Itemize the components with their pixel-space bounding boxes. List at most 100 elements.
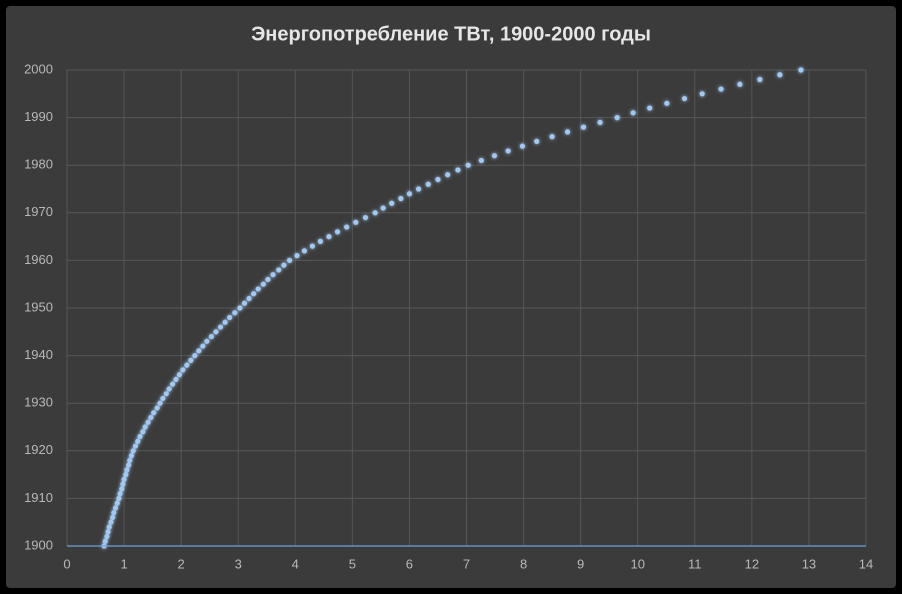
point: [326, 234, 332, 240]
point: [114, 500, 120, 506]
grid: [66, 69, 867, 547]
point: [281, 262, 287, 268]
point: [173, 376, 179, 382]
point: [200, 343, 206, 349]
x-tick-label: 1: [120, 556, 127, 571]
point: [372, 210, 378, 216]
point: [681, 95, 688, 102]
point: [737, 81, 743, 87]
y-tick-label: 1990: [24, 109, 53, 124]
point: [128, 452, 135, 459]
x-tick-label: 13: [802, 556, 816, 571]
point: [154, 405, 160, 411]
point: [180, 367, 186, 373]
points: [101, 67, 804, 549]
point: [169, 381, 176, 387]
x-tick-label: 12: [745, 556, 759, 571]
point: [334, 229, 341, 235]
point: [227, 314, 233, 321]
point: [151, 410, 157, 416]
point: [294, 253, 300, 259]
point: [104, 533, 110, 540]
point: [237, 305, 243, 311]
point: [647, 105, 653, 111]
point: [317, 238, 323, 244]
chart-title: Энергопотребление ТВт, 1900-2000 годы: [251, 23, 651, 45]
point: [241, 300, 248, 306]
y-tick-label: 1940: [24, 347, 53, 362]
y-tick-label: 1930: [24, 395, 53, 410]
y-tick-label: 1950: [24, 299, 53, 314]
point: [389, 200, 395, 206]
point: [549, 134, 555, 140]
point: [777, 72, 783, 78]
point: [204, 338, 210, 344]
point: [265, 276, 271, 283]
point: [148, 414, 154, 421]
point: [718, 86, 724, 92]
point: [309, 243, 316, 249]
point: [140, 429, 146, 435]
point: [301, 248, 308, 254]
x-tick-label: 11: [688, 556, 702, 571]
point: [110, 514, 116, 521]
point: [145, 419, 151, 425]
point: [455, 167, 461, 173]
point: [213, 329, 219, 335]
point: [597, 119, 603, 125]
point: [232, 310, 238, 316]
point: [270, 272, 276, 278]
point: [124, 467, 130, 473]
point: [406, 191, 413, 197]
point: [196, 348, 202, 354]
point: [116, 495, 122, 501]
point: [163, 391, 169, 397]
x-tick-label: 7: [463, 556, 470, 571]
x-tick-label: 10: [630, 556, 644, 571]
point: [157, 400, 163, 406]
chart-background: [6, 6, 896, 588]
point: [132, 443, 139, 449]
point: [108, 519, 114, 525]
point: [106, 524, 112, 530]
x-tick-label: 2: [178, 556, 185, 571]
point: [135, 438, 141, 444]
x-tick-label: 6: [406, 556, 413, 571]
y-tick-label: 1960: [24, 252, 53, 267]
point: [699, 91, 705, 97]
point: [580, 124, 587, 130]
y-tick-label: 2000: [24, 61, 53, 76]
point: [255, 286, 261, 292]
point: [137, 433, 143, 440]
point: [126, 462, 132, 468]
point: [344, 224, 350, 230]
point: [166, 386, 172, 392]
point: [425, 181, 431, 187]
point: [353, 219, 359, 225]
point: [160, 395, 166, 402]
point: [505, 148, 511, 154]
point: [120, 481, 126, 487]
y-tick-label: 1920: [24, 442, 53, 457]
point: [192, 353, 198, 359]
point: [757, 76, 763, 83]
x-tick-label: 4: [292, 556, 299, 571]
point: [176, 372, 183, 378]
point: [260, 281, 266, 287]
point: [564, 129, 571, 135]
y-tick-label: 1970: [24, 204, 53, 219]
y-tick-label: 1980: [24, 157, 53, 172]
point: [534, 138, 540, 144]
y-tick-label: 1910: [24, 490, 53, 505]
point: [491, 153, 498, 159]
point: [123, 472, 129, 478]
point: [614, 115, 620, 121]
point: [664, 100, 670, 106]
point: [142, 424, 148, 430]
x-tick-label: 5: [349, 556, 356, 571]
x-tick-label: 0: [63, 556, 70, 571]
point: [478, 157, 484, 164]
point: [112, 505, 119, 511]
point: [222, 319, 228, 325]
